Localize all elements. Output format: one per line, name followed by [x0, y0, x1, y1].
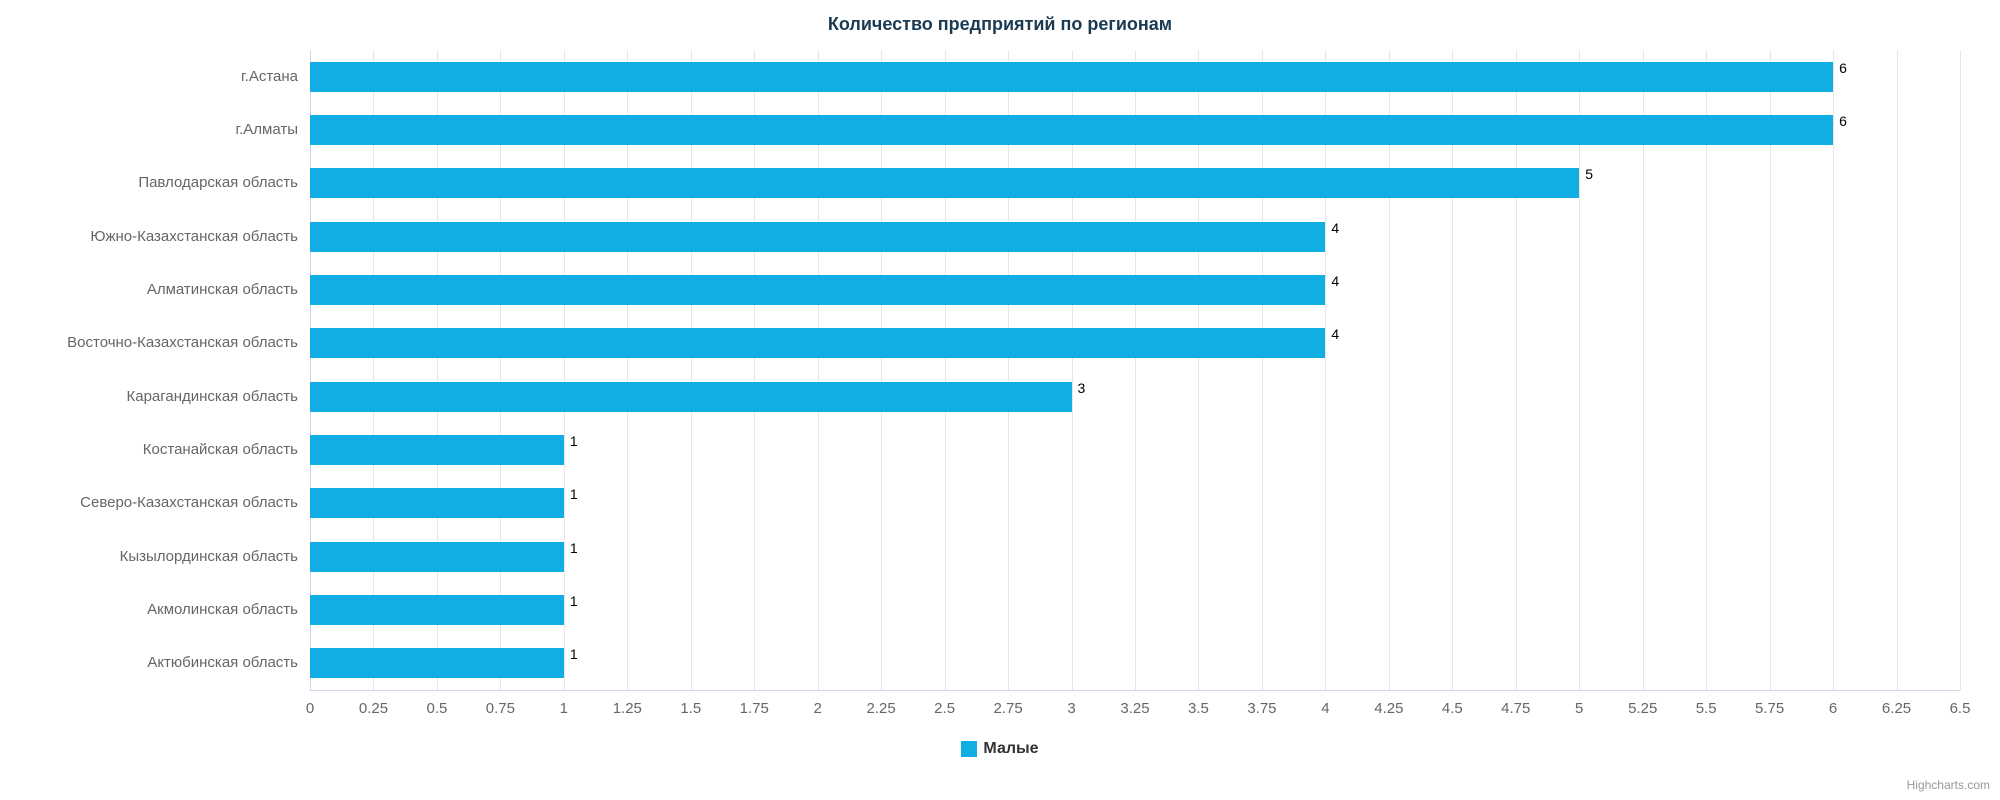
gridline — [1072, 50, 1073, 690]
bar[interactable] — [310, 168, 1579, 198]
x-axis-tick-label: 5.75 — [1755, 700, 1784, 717]
bar[interactable] — [310, 328, 1325, 358]
x-axis-tick-label: 1.75 — [740, 700, 769, 717]
bar[interactable] — [310, 62, 1833, 92]
x-axis-tick-label: 6.5 — [1950, 700, 1971, 717]
gridline — [1198, 50, 1199, 690]
gridline — [1135, 50, 1136, 690]
x-axis-tick-label: 2.5 — [934, 700, 955, 717]
bar-value-label: 1 — [570, 540, 578, 556]
bar-value-label: 1 — [570, 486, 578, 502]
bar-value-label: 6 — [1839, 60, 1847, 76]
bar[interactable] — [310, 595, 564, 625]
gridline — [1008, 50, 1009, 690]
y-axis-category-label: Акмолинская область — [147, 601, 298, 618]
bar-value-label: 6 — [1839, 113, 1847, 129]
gridline — [1897, 50, 1898, 690]
gridline — [627, 50, 628, 690]
x-axis-tick-label: 5 — [1575, 700, 1583, 717]
x-axis-tick-label: 5.5 — [1696, 700, 1717, 717]
y-axis-category-label: Карагандинская область — [126, 388, 298, 405]
x-axis-tick-label: 1.25 — [613, 700, 642, 717]
x-axis-tick-label: 3.25 — [1120, 700, 1149, 717]
y-axis-category-label: Костанайская область — [143, 441, 298, 458]
x-axis-tick-label: 3 — [1067, 700, 1075, 717]
x-axis-tick-label: 0.5 — [426, 700, 447, 717]
x-axis-tick-label: 4 — [1321, 700, 1329, 717]
gridline — [1262, 50, 1263, 690]
credits-link[interactable]: Highcharts.com — [1907, 778, 1990, 792]
bar[interactable] — [310, 382, 1072, 412]
gridline — [1579, 50, 1580, 690]
x-axis-tick-label: 1.5 — [680, 700, 701, 717]
bar[interactable] — [310, 435, 564, 465]
chart-title: Количество предприятий по регионам — [0, 0, 2000, 35]
legend-swatch — [961, 741, 977, 757]
bar[interactable] — [310, 275, 1325, 305]
gridline — [1643, 50, 1644, 690]
y-axis-category-label: Актюбинская область — [147, 654, 298, 671]
y-axis-category-label: г.Алматы — [235, 121, 298, 138]
gridline — [1706, 50, 1707, 690]
x-axis-tick-label: 0.25 — [359, 700, 388, 717]
x-axis-tick-label: 2 — [814, 700, 822, 717]
x-axis-tick-label: 1 — [560, 700, 568, 717]
y-axis-category-label: Павлодарская область — [138, 174, 298, 191]
y-axis-category-label: Алматинская область — [147, 281, 298, 298]
x-axis-tick-label: 6.25 — [1882, 700, 1911, 717]
bar-value-label: 4 — [1331, 326, 1339, 342]
y-axis-line — [310, 50, 311, 690]
gridline — [1770, 50, 1771, 690]
gridline — [818, 50, 819, 690]
y-axis-category-label: Северо-Казахстанская область — [80, 494, 298, 511]
x-axis-tick-label: 4.25 — [1374, 700, 1403, 717]
gridline — [564, 50, 565, 690]
gridline — [500, 50, 501, 690]
gridline — [881, 50, 882, 690]
x-axis-tick-label: 0 — [306, 700, 314, 717]
bar[interactable] — [310, 488, 564, 518]
gridline — [437, 50, 438, 690]
x-axis-tick-label: 5.25 — [1628, 700, 1657, 717]
x-axis-tick-label: 2.75 — [993, 700, 1022, 717]
x-axis-tick-label: 2.25 — [867, 700, 896, 717]
bar-value-label: 1 — [570, 593, 578, 609]
gridline — [1960, 50, 1961, 690]
bar[interactable] — [310, 115, 1833, 145]
gridline — [691, 50, 692, 690]
legend: Малые — [0, 740, 2000, 762]
y-axis-category-label: г.Астана — [241, 68, 298, 85]
x-axis-tick-label: 4.75 — [1501, 700, 1530, 717]
bar[interactable] — [310, 648, 564, 678]
y-axis-category-label: Восточно-Казахстанская область — [67, 334, 298, 351]
gridline — [1389, 50, 1390, 690]
gridline — [1452, 50, 1453, 690]
gridline — [1516, 50, 1517, 690]
gridline — [754, 50, 755, 690]
x-axis-tick-label: 6 — [1829, 700, 1837, 717]
bar-value-label: 4 — [1331, 273, 1339, 289]
legend-label: Малые — [983, 740, 1038, 758]
bar-value-label: 4 — [1331, 220, 1339, 236]
gridline — [1833, 50, 1834, 690]
bar[interactable] — [310, 542, 564, 572]
y-axis-category-label: Кызылординская область — [120, 548, 298, 565]
gridline — [1325, 50, 1326, 690]
x-axis-line — [310, 690, 1960, 691]
bar-value-label: 1 — [570, 646, 578, 662]
bar-value-label: 3 — [1078, 380, 1086, 396]
plot-area: 6 6 5 4 4 4 3 1 1 1 1 1 — [310, 50, 1960, 690]
x-axis-tick-label: 3.5 — [1188, 700, 1209, 717]
bar-value-label: 1 — [570, 433, 578, 449]
y-axis-category-label: Южно-Казахстанская область — [90, 228, 298, 245]
gridline — [945, 50, 946, 690]
x-axis-tick-label: 0.75 — [486, 700, 515, 717]
legend-item-small[interactable]: Малые — [961, 740, 1038, 758]
bar-value-label: 5 — [1585, 166, 1593, 182]
x-axis-tick-label: 3.75 — [1247, 700, 1276, 717]
x-axis-tick-label: 4.5 — [1442, 700, 1463, 717]
bar[interactable] — [310, 222, 1325, 252]
gridline — [373, 50, 374, 690]
